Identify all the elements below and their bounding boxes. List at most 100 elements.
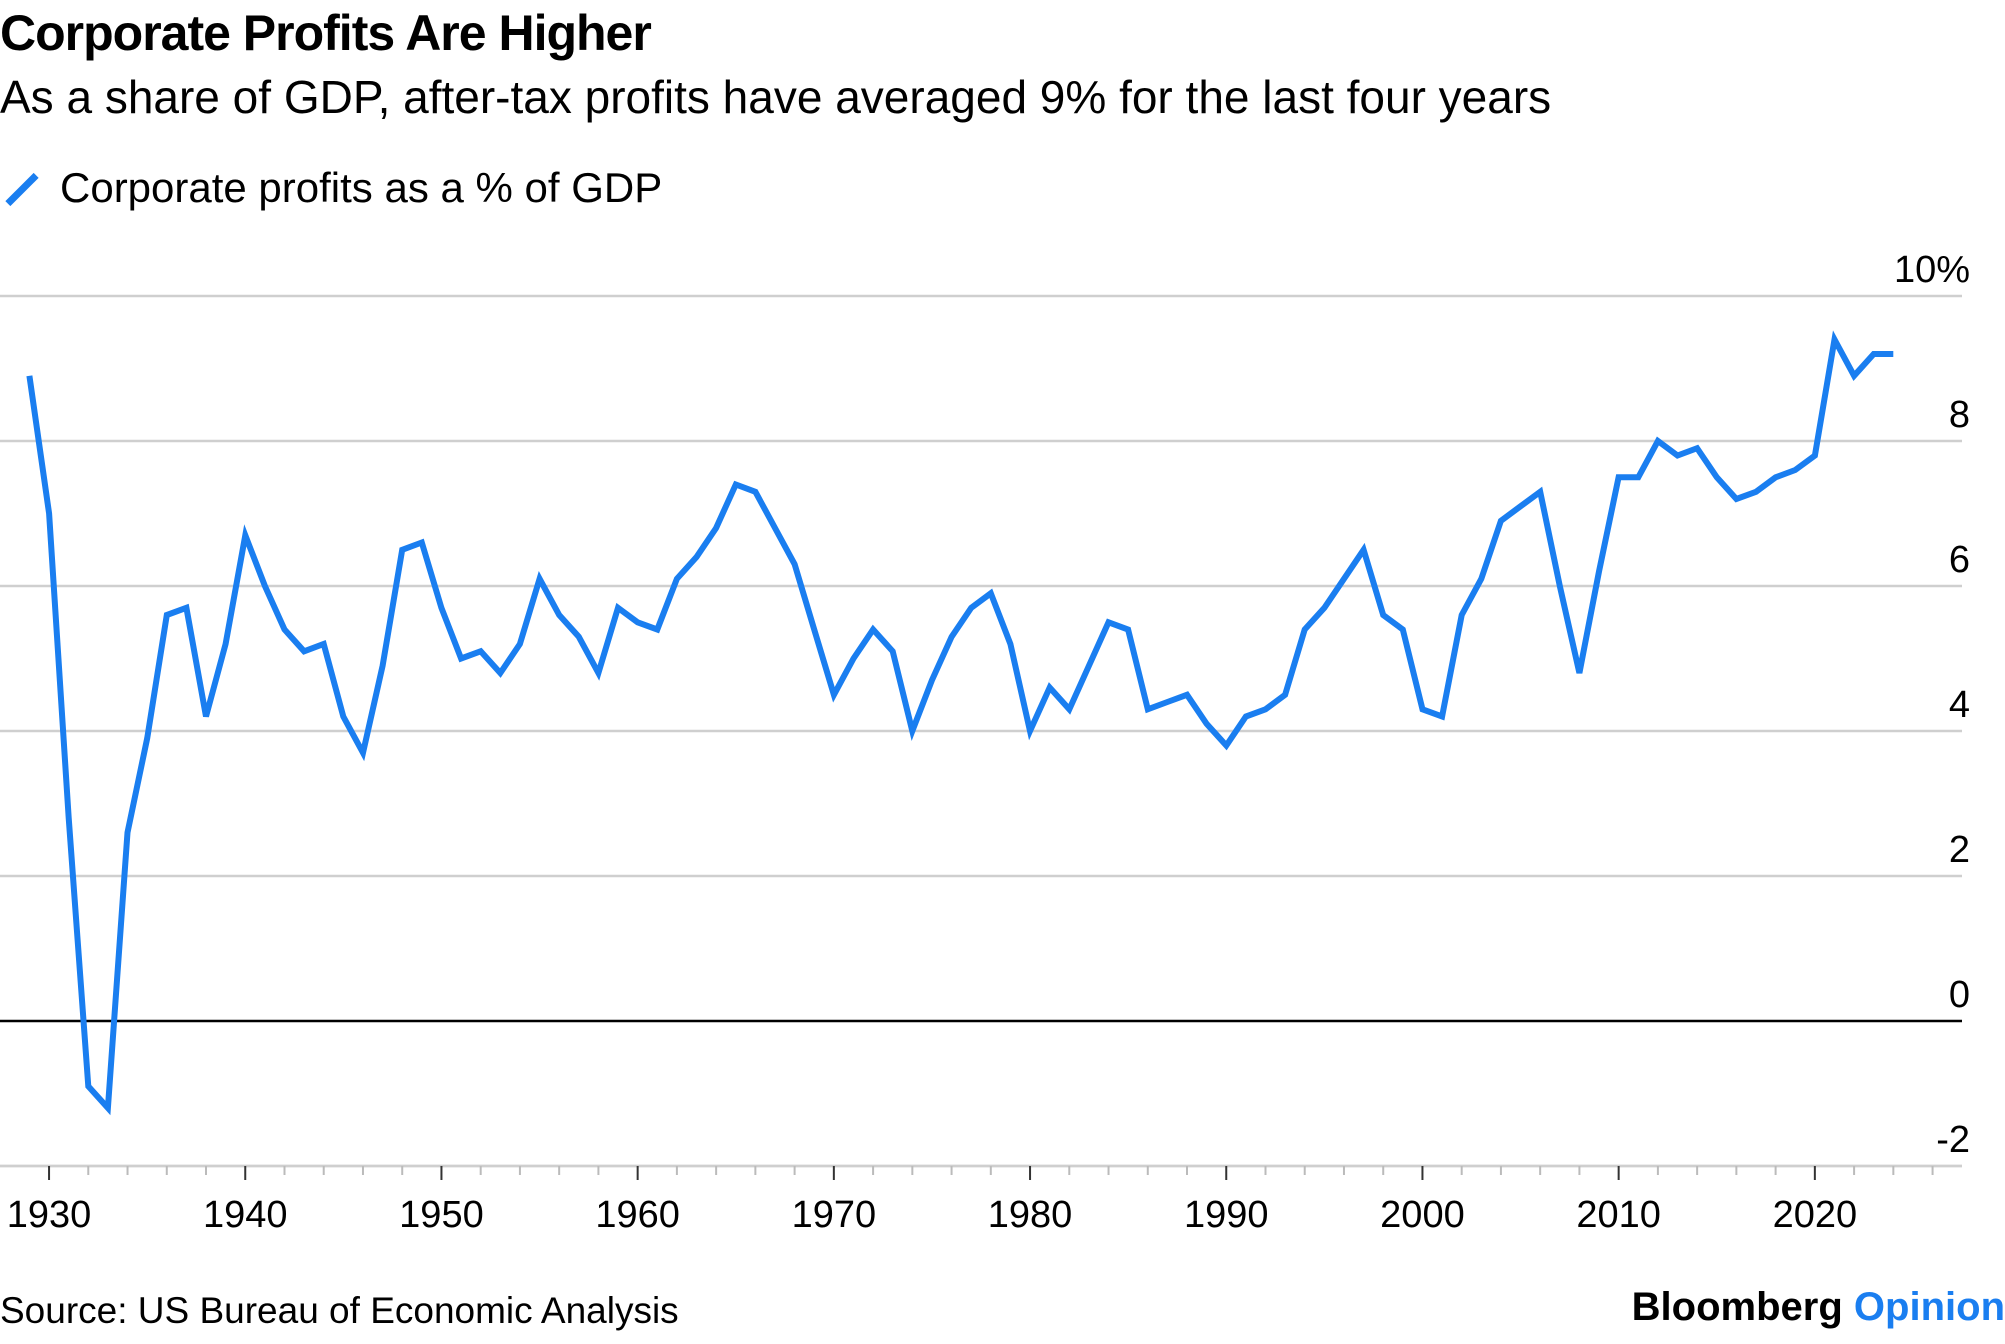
data-point — [1792, 467, 1798, 473]
data-point — [1596, 569, 1602, 575]
data-point — [635, 619, 641, 625]
x-tick-label: 1940 — [203, 1194, 288, 1236]
data-point — [164, 612, 170, 618]
y-axis-tick-labels: -2 0 2 4 6 8 10% — [1894, 249, 1970, 1161]
data-point — [1066, 706, 1072, 712]
data-point — [1616, 474, 1622, 480]
data-point — [1459, 612, 1465, 618]
data-point — [1655, 438, 1661, 444]
data-point — [1302, 627, 1308, 633]
data-point — [262, 583, 268, 589]
data-point — [46, 511, 52, 517]
data-point — [1321, 605, 1327, 611]
data-point — [144, 735, 150, 741]
data-point — [380, 663, 386, 669]
data-point — [1282, 692, 1288, 698]
data-point — [85, 1083, 91, 1089]
series-layer — [26, 330, 1896, 1116]
data-point — [1557, 583, 1563, 589]
data-point — [1831, 337, 1837, 343]
data-point — [1753, 489, 1759, 495]
data-point — [1812, 453, 1818, 459]
y-tick-label: 10% — [1894, 249, 1970, 291]
data-point — [497, 670, 503, 676]
data-point — [478, 648, 484, 654]
data-point — [1047, 685, 1053, 691]
data-point — [1204, 721, 1210, 727]
data-point — [831, 692, 837, 698]
x-tick-label: 2020 — [1773, 1194, 1858, 1236]
data-point — [1400, 627, 1406, 633]
data-point — [1262, 706, 1268, 712]
data-point — [26, 373, 32, 379]
x-tick-label: 1950 — [399, 1194, 484, 1236]
x-tick-label: 1980 — [988, 1194, 1073, 1236]
data-point — [517, 641, 523, 647]
data-point — [242, 532, 248, 538]
data-point — [1576, 670, 1582, 676]
x-axis: 1930 1940 1950 1960 1970 1980 1990 2000 2010 2020 — [0, 1164, 1962, 1236]
data-point — [438, 605, 444, 611]
legend: Corporate profits as a % of GDP — [0, 160, 662, 216]
data-point — [772, 525, 778, 531]
data-point — [1871, 351, 1877, 357]
data-point — [1125, 627, 1131, 633]
data-point — [1145, 706, 1151, 712]
data-point — [595, 670, 601, 676]
chart-title: Corporate Profits Are Higher — [0, 5, 652, 61]
data-point — [988, 590, 994, 596]
data-point — [125, 830, 131, 836]
data-point — [576, 634, 582, 640]
data-point — [811, 627, 817, 633]
data-point — [1086, 663, 1092, 669]
y-tick-label: 6 — [1949, 539, 1970, 581]
y-tick-label: -2 — [1936, 1119, 1970, 1161]
data-point — [458, 656, 464, 662]
data-point — [615, 605, 621, 611]
data-point — [340, 714, 346, 720]
source-note: Source: US Bureau of Economic Analysis — [0, 1290, 679, 1331]
y-tick-label: 2 — [1949, 829, 1970, 871]
x-tick-label: 2010 — [1576, 1194, 1661, 1236]
data-point — [1223, 743, 1229, 749]
data-point — [223, 641, 229, 647]
data-point — [968, 605, 974, 611]
x-tick-label: 1990 — [1184, 1194, 1269, 1236]
data-point — [850, 656, 856, 662]
data-point — [870, 627, 876, 633]
data-point — [1498, 518, 1504, 524]
data-point — [360, 750, 366, 756]
data-point — [1361, 547, 1367, 553]
data-point — [1635, 474, 1641, 480]
x-tick-label: 1960 — [595, 1194, 680, 1236]
data-point — [1478, 576, 1484, 582]
data-point — [183, 605, 189, 611]
data-point — [537, 576, 543, 582]
data-point — [419, 540, 425, 546]
data-point — [890, 648, 896, 654]
data-point — [1890, 351, 1896, 357]
data-point — [674, 576, 680, 582]
data-point — [203, 714, 209, 720]
data-point — [1675, 453, 1681, 459]
data-point — [1439, 714, 1445, 720]
brand-main: Bloomberg — [1631, 1285, 1843, 1329]
series-line — [26, 330, 1894, 1116]
y-tick-label: 8 — [1949, 394, 1970, 436]
data-point — [1027, 728, 1033, 734]
data-point — [694, 554, 700, 560]
data-point — [1518, 503, 1524, 509]
legend-label: Corporate profits as a % of GDP — [60, 164, 663, 211]
data-point — [1773, 474, 1779, 480]
data-point — [752, 489, 758, 495]
x-tick-label: 2000 — [1380, 1194, 1465, 1236]
data-point — [321, 641, 327, 647]
data-point — [301, 648, 307, 654]
data-point — [1007, 641, 1013, 647]
data-point — [713, 525, 719, 531]
chart-subtitle: As a share of GDP, after-tax profits hav… — [0, 71, 1552, 123]
brand-logo: Bloomberg Opinion — [1632, 1285, 2005, 1330]
data-point — [1243, 714, 1249, 720]
data-point — [929, 677, 935, 683]
